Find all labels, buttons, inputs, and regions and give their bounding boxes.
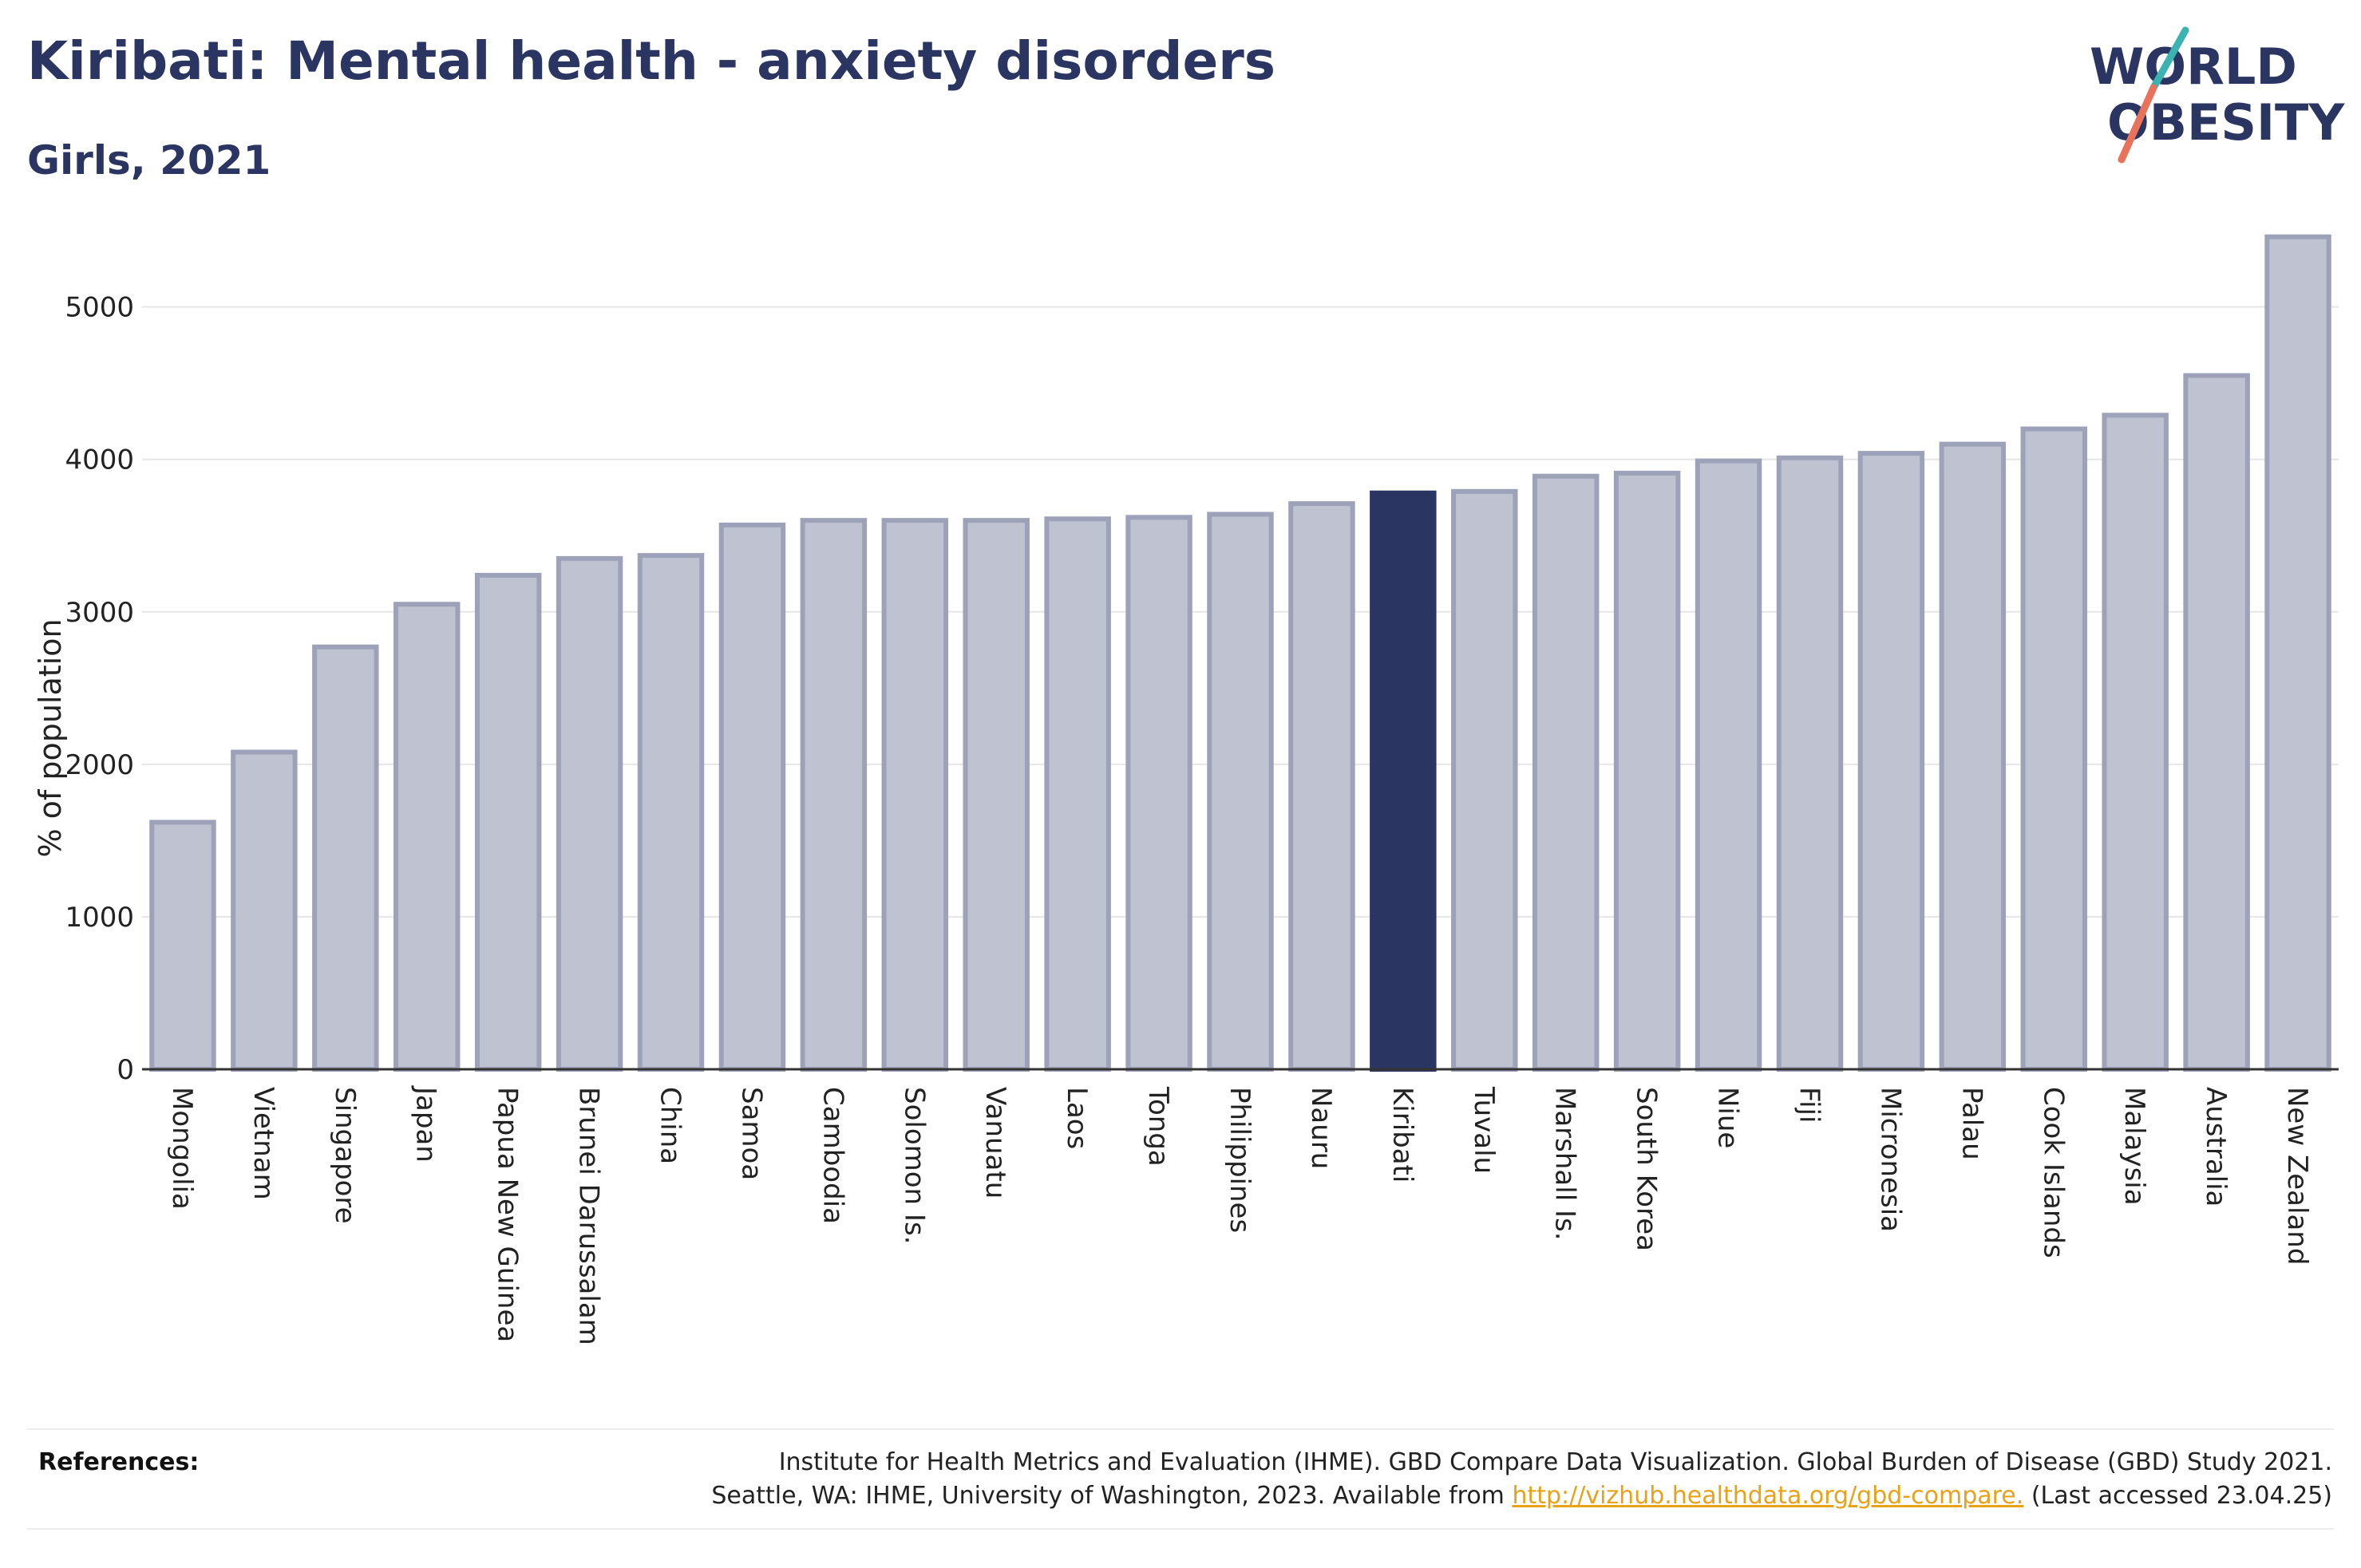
x-tick-label: Vanuatu [979, 1087, 1011, 1199]
references-label: References: [38, 1448, 200, 1476]
bar-china [637, 553, 705, 1072]
x-tick-label: Laos [1061, 1087, 1093, 1149]
x-tick-label: Japan [410, 1085, 442, 1163]
y-tick-label: 2000 [65, 749, 134, 781]
x-tick-label: Mongolia [166, 1087, 198, 1210]
x-tick-label: Cambodia [817, 1087, 848, 1224]
bar-laos [1044, 516, 1111, 1072]
page-title: Kiribati: Mental health - anxiety disord… [27, 30, 1276, 92]
x-tick-label: New Zealand [2281, 1087, 2313, 1265]
bar-tonga [1125, 515, 1192, 1072]
bar-singapore [312, 644, 379, 1072]
y-tick-label: 0 [117, 1054, 134, 1086]
x-tick-label: Fiji [1793, 1087, 1825, 1123]
x-tick-label: Micronesia [1874, 1087, 1906, 1232]
bar-samoa [718, 522, 786, 1072]
x-tick-label: Nauru [1305, 1087, 1337, 1169]
reference-line-2-suffix: (Last accessed 23.04.25) [2023, 1482, 2332, 1510]
x-tick-label: Cook Islands [2037, 1087, 2069, 1258]
bar-micronesia [1857, 451, 1925, 1072]
references-top-divider [27, 1428, 2334, 1430]
bar-niue [1695, 458, 1762, 1072]
bar-cook-islands [2020, 426, 2087, 1072]
bar-brunei-darussalam [556, 555, 623, 1072]
bar-vietnam [231, 749, 298, 1072]
bar-new-zealand [2264, 234, 2331, 1072]
x-tick-label: Vietnam [247, 1087, 279, 1200]
y-axis-label: % of population [33, 618, 68, 857]
logo-line1: WORLD [2090, 38, 2297, 96]
bar-fiji [1776, 455, 1844, 1072]
bar-marshall-is [1532, 473, 1600, 1072]
x-tick-label: Palau [1956, 1087, 1987, 1160]
x-tick-label: Niue [1712, 1087, 1744, 1148]
world-obesity-logo: WORLD OBESITY [2090, 26, 2345, 164]
logo-slash-teal-icon [2149, 26, 2189, 92]
reference-line-2-prefix: Seattle, WA: IHME, University of Washing… [711, 1482, 1513, 1510]
x-tick-label: Brunei Darussalam [573, 1087, 605, 1345]
bars [149, 234, 2331, 1072]
bar-south-korea [1613, 470, 1681, 1072]
bar-papua-new-guinea [474, 572, 542, 1072]
x-tick-label: Philippines [1224, 1087, 1256, 1233]
y-tick-label: 1000 [65, 902, 134, 934]
bar-malaysia [2102, 413, 2169, 1072]
x-tick-label: Kiribati [1386, 1087, 1418, 1183]
references-bottom-divider [27, 1528, 2334, 1530]
x-tick-label: Marshall Is. [1549, 1087, 1581, 1241]
bar-japan [394, 602, 461, 1072]
x-tick-label: Samoa [735, 1087, 767, 1180]
y-tick-label: 5000 [65, 292, 134, 324]
bar-cambodia [800, 518, 868, 1072]
x-axis-categories: Mongolia Vietnam Singapore Japan Papua New G… [166, 1085, 2313, 1345]
reference-link[interactable]: http://vizhub.healthdata.org/gbd-compare… [1512, 1482, 2024, 1510]
bar-vanuatu [963, 518, 1030, 1072]
y-tick-label: 4000 [65, 444, 134, 476]
reference-line-2: Seattle, WA: IHME, University of Washing… [417, 1479, 2332, 1513]
x-tick-label: Tuvalu [1468, 1086, 1500, 1174]
x-tick-label: South Korea [1631, 1087, 1663, 1251]
reference-line-1: Institute for Health Metrics and Evaluat… [778, 1448, 2332, 1476]
x-tick-label: China [655, 1087, 686, 1164]
y-axis-ticks: 0 1000 2000 3000 4000 5000 [65, 292, 134, 1086]
x-tick-label: Tonga [1142, 1086, 1174, 1167]
bar-solomon-is [881, 518, 949, 1072]
x-tick-label: Australia [2200, 1087, 2232, 1207]
x-tick-label: Malaysia [2118, 1087, 2150, 1206]
chart-subtitle: Girls, 2021 [27, 137, 271, 184]
x-tick-label: Singapore [329, 1087, 361, 1224]
bar-nauru [1288, 501, 1355, 1072]
bar-australia [2183, 373, 2250, 1072]
references-text: Institute for Health Metrics and Evaluat… [417, 1446, 2332, 1513]
x-tick-label: Solomon Is. [898, 1087, 930, 1244]
bar-chart: 0 1000 2000 3000 4000 5000 Mongolia Vietnam Sin… [33, 234, 2339, 1345]
bar-tuvalu [1451, 488, 1518, 1072]
bar-mongolia [149, 820, 216, 1072]
bar-palau [1939, 441, 2007, 1072]
bar-kiribati [1370, 490, 1437, 1072]
bar-philippines [1207, 511, 1274, 1072]
y-tick-label: 3000 [65, 597, 134, 629]
logo-slash-coral-icon [2118, 84, 2157, 164]
x-tick-label: Papua New Guinea [492, 1087, 524, 1342]
